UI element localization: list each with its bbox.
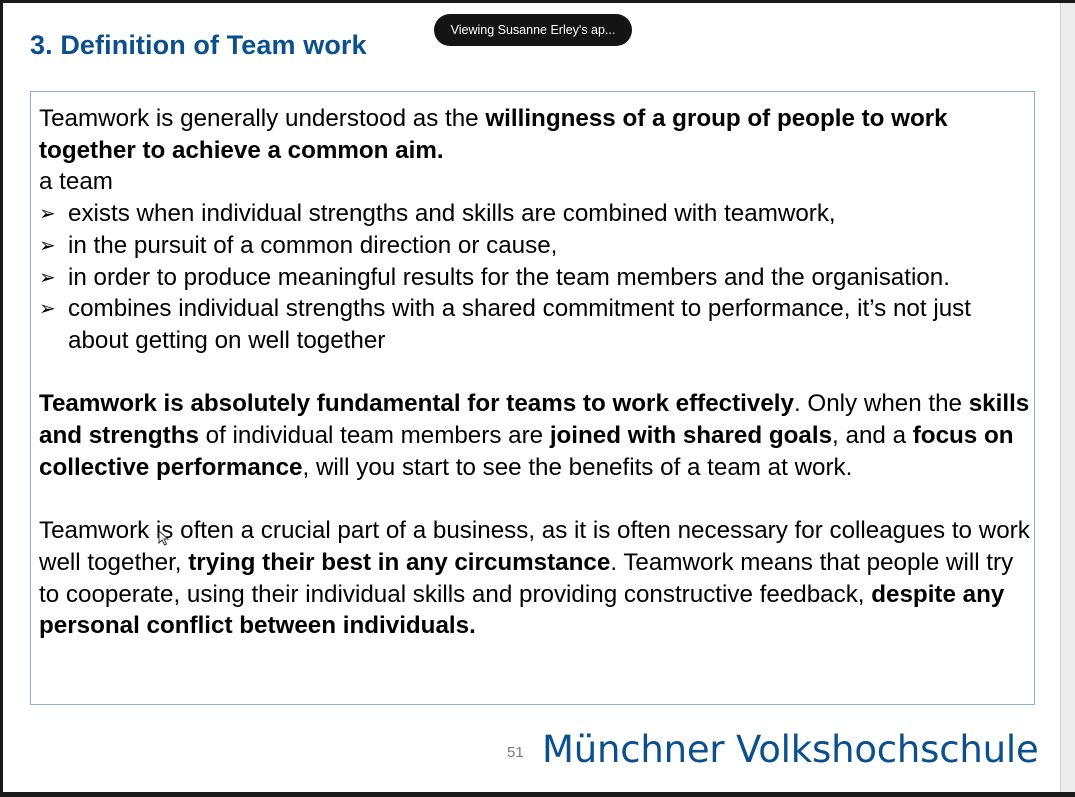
bullet-list: ➢ exists when individual strengths and sk…: [39, 198, 1034, 357]
fundamental-paragraph: Teamwork is absolutely fundamental for t…: [39, 390, 1030, 481]
arrowhead-bullet-icon: ➢: [39, 264, 56, 289]
arrowhead-bullet-icon: ➢: [39, 296, 56, 321]
bullet-item: ➢ combines individual strengths with a sh…: [39, 295, 971, 354]
intro-emphasis: willingness of a group of people to work…: [39, 105, 948, 164]
bullet-item: ➢ exists when individual strengths and sk…: [39, 198, 1034, 230]
arrowhead-bullet-icon: ➢: [39, 232, 56, 257]
slide-title: 3. Definition of Team work: [30, 30, 367, 60]
team-label: a team: [39, 168, 113, 196]
window-right-edge: [1060, 3, 1075, 792]
bullet-item: ➢ in order to produce meaningful results …: [39, 262, 1034, 294]
spacer: [39, 357, 1034, 389]
spacer: [39, 483, 1034, 515]
slide-canvas: [3, 3, 1060, 792]
business-paragraph: Teamwork is often a crucial part of a bu…: [39, 517, 1030, 640]
bullet-item: ➢ in the pursuit of a common direction or…: [39, 230, 1034, 262]
intro-paragraph: Teamwork is generally understood as the …: [39, 105, 948, 164]
arrowhead-bullet-icon: ➢: [39, 201, 56, 226]
content-box: Teamwork is generally understood as the …: [30, 91, 1035, 705]
page-number: 51: [507, 744, 524, 761]
brand-logo: Münchner Volkshochschule: [542, 728, 1039, 771]
screen-share-indicator[interactable]: Viewing Susanne Erley's ap...: [434, 14, 632, 46]
mouse-pointer-icon: [158, 530, 170, 546]
